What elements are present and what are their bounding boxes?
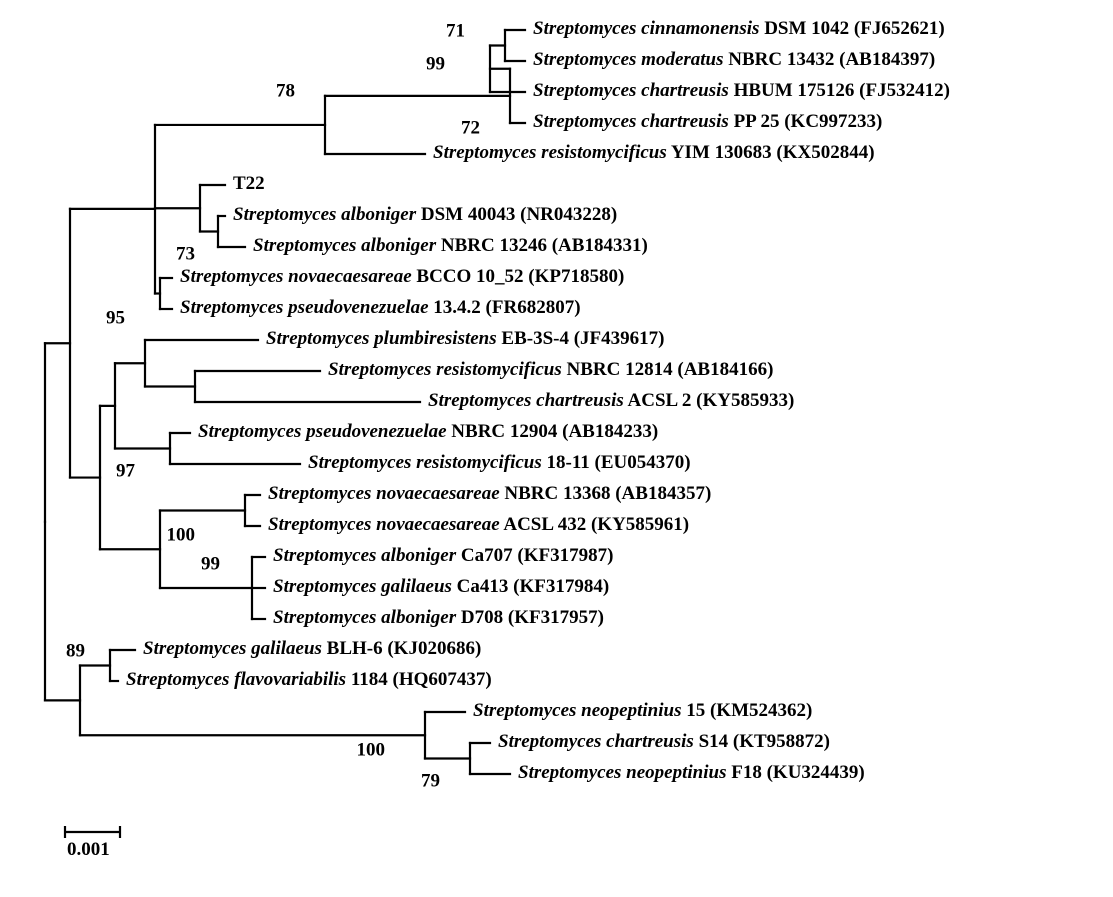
taxon-label: Streptomyces cinnamonensis DSM 1042 (FJ6… [533, 18, 945, 39]
taxon-species: Streptomyces resistomycificus [328, 359, 562, 380]
taxon-species: Streptomyces chartreusis [498, 731, 694, 752]
taxon-species: Streptomyces novaecaesareae [180, 266, 412, 287]
taxon-species: Streptomyces novaecaesareae [268, 483, 500, 504]
taxon-strain: ACSL 432 (KY585961) [500, 514, 690, 535]
taxon-strain: YIM 130683 (KX502844) [667, 142, 875, 163]
bootstrap-value: 71 [446, 20, 465, 41]
taxon-species: Streptomyces alboniger [273, 545, 457, 566]
taxon-strain: NBRC 13368 (AB184357) [500, 483, 712, 504]
taxon-label: Streptomyces alboniger Ca707 (KF317987) [273, 545, 613, 566]
taxon-species: Streptomyces flavovariabilis [126, 669, 346, 690]
taxon-strain: NBRC 12904 (AB184233) [447, 421, 659, 442]
taxon-label: Streptomyces alboniger D708 (KF317957) [273, 607, 604, 628]
taxon-label: Streptomyces galilaeus BLH-6 (KJ020686) [143, 638, 481, 659]
taxon-label: Streptomyces resistomycificus YIM 130683… [433, 142, 875, 163]
taxon-strain: Ca413 (KF317984) [452, 576, 609, 597]
taxon-strain: D708 (KF317957) [456, 607, 604, 628]
taxon-strain: HBUM 175126 (FJ532412) [729, 80, 950, 101]
bootstrap-value: 100 [357, 739, 386, 760]
taxon-species: Streptomyces resistomycificus [308, 452, 542, 473]
taxon-strain: 1184 (HQ607437) [346, 669, 492, 690]
taxon-strain: Ca707 (KF317987) [456, 545, 613, 566]
taxon-strain: NBRC 13246 (AB184331) [436, 235, 648, 256]
taxon-species: Streptomyces novaecaesareae [268, 514, 500, 535]
bootstrap-value: 99 [426, 53, 445, 74]
taxon-species: Streptomyces resistomycificus [433, 142, 667, 163]
bootstrap-value: 95 [106, 307, 125, 328]
taxon-species: Streptomyces chartreusis [533, 111, 729, 132]
scale-label: 0.001 [67, 839, 110, 860]
taxon-strain: NBRC 12814 (AB184166) [562, 359, 774, 380]
taxon-species: Streptomyces alboniger [253, 235, 437, 256]
taxon-strain: DSM 1042 (FJ652621) [759, 18, 944, 39]
taxon-label: Streptomyces pseudovenezuelae NBRC 12904… [198, 421, 658, 442]
taxon-label: Streptomyces chartreusis HBUM 175126 (FJ… [533, 80, 950, 101]
taxon-strain: F18 (KU324439) [726, 762, 864, 783]
taxon-strain: EB-3S-4 (JF439617) [497, 328, 665, 349]
taxon-strain: ACSL 2 (KY585933) [624, 390, 795, 411]
taxon-strain: 15 (KM524362) [681, 700, 812, 721]
taxon-label: Streptomyces flavovariabilis 1184 (HQ607… [126, 669, 492, 690]
taxon-strain: T22 [233, 173, 265, 194]
bootstrap-value: 97 [116, 460, 136, 481]
bootstrap-value: 100 [167, 524, 196, 545]
taxon-species: Streptomyces chartreusis [533, 80, 729, 101]
bootstrap-value: 89 [66, 640, 85, 661]
taxon-species: Streptomyces alboniger [273, 607, 457, 628]
taxon-label: Streptomyces chartreusis ACSL 2 (KY58593… [428, 390, 794, 411]
taxon-label: Streptomyces resistomycificus NBRC 12814… [328, 359, 773, 380]
taxon-label: Streptomyces novaecaesareae NBRC 13368 (… [268, 483, 711, 504]
taxon-strain: S14 (KT958872) [694, 731, 830, 752]
taxon-label: Streptomyces plumbiresistens EB-3S-4 (JF… [266, 328, 664, 349]
bootstrap-value: 73 [176, 243, 195, 264]
taxon-label: Streptomyces pseudovenezuelae 13.4.2 (FR… [180, 297, 581, 318]
taxon-strain: BLH-6 (KJ020686) [322, 638, 481, 659]
bootstrap-value: 72 [461, 117, 480, 138]
bootstrap-value: 99 [201, 553, 220, 574]
taxon-species: Streptomyces chartreusis [428, 390, 624, 411]
taxon-label: Streptomyces resistomycificus 18-11 (EU0… [308, 452, 691, 473]
taxon-label: Streptomyces neopeptinius F18 (KU324439) [518, 762, 865, 783]
taxon-species: Streptomyces alboniger [233, 204, 417, 225]
taxon-strain: BCCO 10_52 (KP718580) [412, 266, 625, 287]
taxon-label: Streptomyces moderatus NBRC 13432 (AB184… [533, 49, 935, 70]
bootstrap-value: 78 [276, 80, 295, 101]
taxon-species: Streptomyces galilaeus [273, 576, 452, 597]
taxon-species: Streptomyces moderatus [533, 49, 724, 70]
taxon-label: Streptomyces alboniger NBRC 13246 (AB184… [253, 235, 648, 256]
taxon-label: Streptomyces chartreusis S14 (KT958872) [498, 731, 830, 752]
bootstrap-value: 79 [421, 770, 440, 791]
taxon-species: Streptomyces neopeptinius [473, 700, 681, 721]
taxon-strain: DSM 40043 (NR043228) [416, 204, 617, 225]
taxon-strain: PP 25 (KC997233) [729, 111, 883, 132]
taxon-label: Streptomyces galilaeus Ca413 (KF317984) [273, 576, 609, 597]
taxon-label: Streptomyces novaecaesareae ACSL 432 (KY… [268, 514, 689, 535]
taxon-strain: NBRC 13432 (AB184397) [724, 49, 936, 70]
scale-bar: 0.001 [65, 826, 120, 860]
taxon-species: Streptomyces neopeptinius [518, 762, 726, 783]
taxon-label: Streptomyces neopeptinius 15 (KM524362) [473, 700, 812, 721]
phylogenetic-tree: Streptomyces cinnamonensis DSM 1042 (FJ6… [0, 0, 1113, 897]
taxon-species: Streptomyces plumbiresistens [266, 328, 497, 349]
taxon-species: Streptomyces pseudovenezuelae [198, 421, 447, 442]
taxon-species: Streptomyces cinnamonensis [533, 18, 759, 39]
taxon-label: Streptomyces novaecaesareae BCCO 10_52 (… [180, 266, 624, 287]
taxon-strain: 18-11 (EU054370) [542, 452, 691, 473]
taxon-label: Streptomyces chartreusis PP 25 (KC997233… [533, 111, 882, 132]
taxon-label: Streptomyces alboniger DSM 40043 (NR0432… [233, 204, 617, 225]
tree-labels: Streptomyces cinnamonensis DSM 1042 (FJ6… [126, 18, 950, 783]
taxon-label: T22 [233, 173, 265, 194]
taxon-strain: 13.4.2 (FR682807) [429, 297, 581, 318]
taxon-species: Streptomyces pseudovenezuelae [180, 297, 429, 318]
taxon-species: Streptomyces galilaeus [143, 638, 322, 659]
